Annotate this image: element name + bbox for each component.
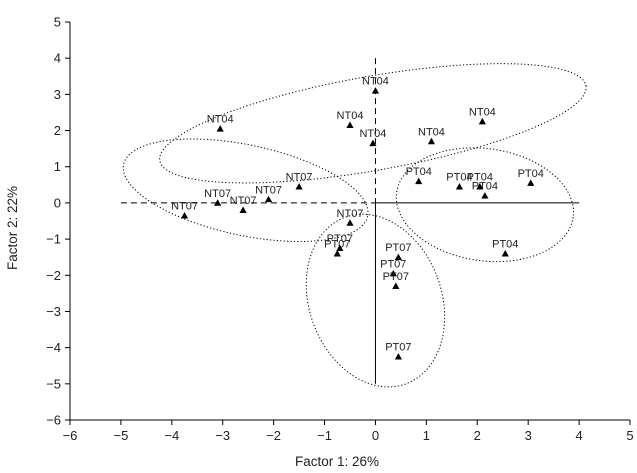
point-marker-nt07: [180, 211, 189, 219]
x-tick-label: −6: [63, 428, 78, 443]
x-tick-label: 4: [575, 428, 582, 443]
x-axis-title: Factor 1: 26%: [295, 454, 379, 469]
point-marker-pt07: [336, 244, 344, 252]
point-marker-nt04: [369, 139, 377, 147]
y-tick-label: 5: [54, 15, 61, 30]
x-tick-label: 0: [372, 428, 379, 443]
point-label-pt07: PT07: [324, 239, 350, 251]
point-marker-nt07: [214, 199, 222, 206]
y-tick-label: −4: [46, 340, 61, 355]
point-marker-pt07: [392, 282, 400, 290]
x-tick-label: −1: [317, 428, 332, 443]
point-marker-nt07: [264, 195, 273, 203]
point-marker-pt07: [394, 353, 402, 360]
point-marker-pt04: [455, 183, 464, 190]
point-marker-pt07: [389, 269, 397, 277]
point-marker-pt07: [394, 253, 402, 261]
point-marker-nt04: [427, 137, 436, 145]
point-marker-pt04: [501, 249, 509, 257]
point-label-pt07: PT07: [383, 271, 409, 283]
point-marker-nt04: [371, 87, 380, 94]
point-label-pt04: PT04: [492, 239, 518, 251]
y-tick-label: −5: [46, 376, 61, 391]
point-label-nt04: NT04: [207, 114, 234, 126]
y-tick-label: 2: [54, 123, 61, 138]
point-label-nt04: NT04: [337, 110, 364, 122]
point-label-pt07: PT07: [327, 233, 353, 245]
point-label-nt07: NT07: [230, 195, 257, 207]
point-label-pt04: PT04: [518, 168, 544, 180]
y-tick-label: −3: [46, 304, 61, 319]
x-tick-label: −2: [266, 428, 281, 443]
point-label-pt04: PT04: [406, 166, 432, 178]
point-marker-pt04: [476, 183, 484, 190]
point-label-nt07: NT07: [255, 184, 282, 196]
cluster-ellipse-nt07: [122, 138, 369, 243]
plot-frame: [69, 22, 630, 421]
y-tick-label: 0: [54, 195, 61, 210]
cluster-ellipse-nt04: [159, 63, 587, 184]
y-tick-label: 3: [54, 87, 61, 102]
x-tick-label: 3: [525, 428, 532, 443]
point-label-nt07: NT07: [204, 188, 231, 200]
point-marker-nt04: [216, 125, 224, 132]
x-tick-label: −5: [113, 428, 128, 443]
point-label-nt04: NT04: [362, 76, 389, 88]
y-tick-label: 4: [54, 51, 61, 66]
point-marker-pt07: [333, 249, 341, 257]
point-marker-nt04: [478, 117, 486, 125]
point-marker-pt04: [527, 179, 535, 186]
point-label-nt04: NT04: [418, 126, 445, 138]
point-label-pt04: PT04: [446, 172, 472, 184]
point-marker-pt04: [481, 192, 489, 199]
y-tick-label: −1: [46, 232, 61, 247]
point-label-pt07: PT07: [380, 258, 406, 270]
point-label-nt07: NT07: [337, 208, 364, 220]
point-label-pt07: PT07: [385, 342, 411, 354]
point-label-nt07: NT07: [286, 172, 313, 184]
point-label-pt07: PT07: [385, 242, 411, 254]
y-tick-label: −2: [46, 268, 61, 283]
point-marker-nt04: [346, 121, 354, 128]
x-tick-label: −4: [164, 428, 179, 443]
point-marker-nt07: [295, 183, 303, 190]
point-marker-pt04: [415, 177, 423, 185]
reference-lines: [120, 58, 580, 384]
x-tick-label: 2: [474, 428, 481, 443]
point-label-pt04: PT04: [467, 172, 493, 184]
cluster-ellipse-pt07: [305, 213, 446, 388]
x-tick-label: 5: [626, 428, 633, 443]
point-marker-nt07: [239, 206, 247, 214]
point-label-nt07: NT07: [171, 201, 198, 213]
x-tick-label: 1: [423, 428, 430, 443]
cluster-ellipse-pt04: [395, 147, 574, 263]
x-tick-label: −3: [215, 428, 230, 443]
y-axis-title: Factor 2: 22%: [5, 186, 20, 270]
axis-ticks: −6 −5 −4 −3 −2 −1 0 1 2 3 4 5 5 4 3 2 1 0 −1 −2 −3 −4 −5 −6: [46, 15, 633, 444]
cluster-ellipses: [122, 63, 587, 388]
point-label-nt04: NT04: [469, 107, 496, 119]
point-label-nt04: NT04: [359, 128, 386, 140]
point-label-pt04: PT04: [472, 181, 498, 193]
point-marker-nt07: [346, 219, 354, 226]
y-tick-label: −6: [46, 413, 61, 428]
y-tick-label: 1: [54, 159, 61, 174]
